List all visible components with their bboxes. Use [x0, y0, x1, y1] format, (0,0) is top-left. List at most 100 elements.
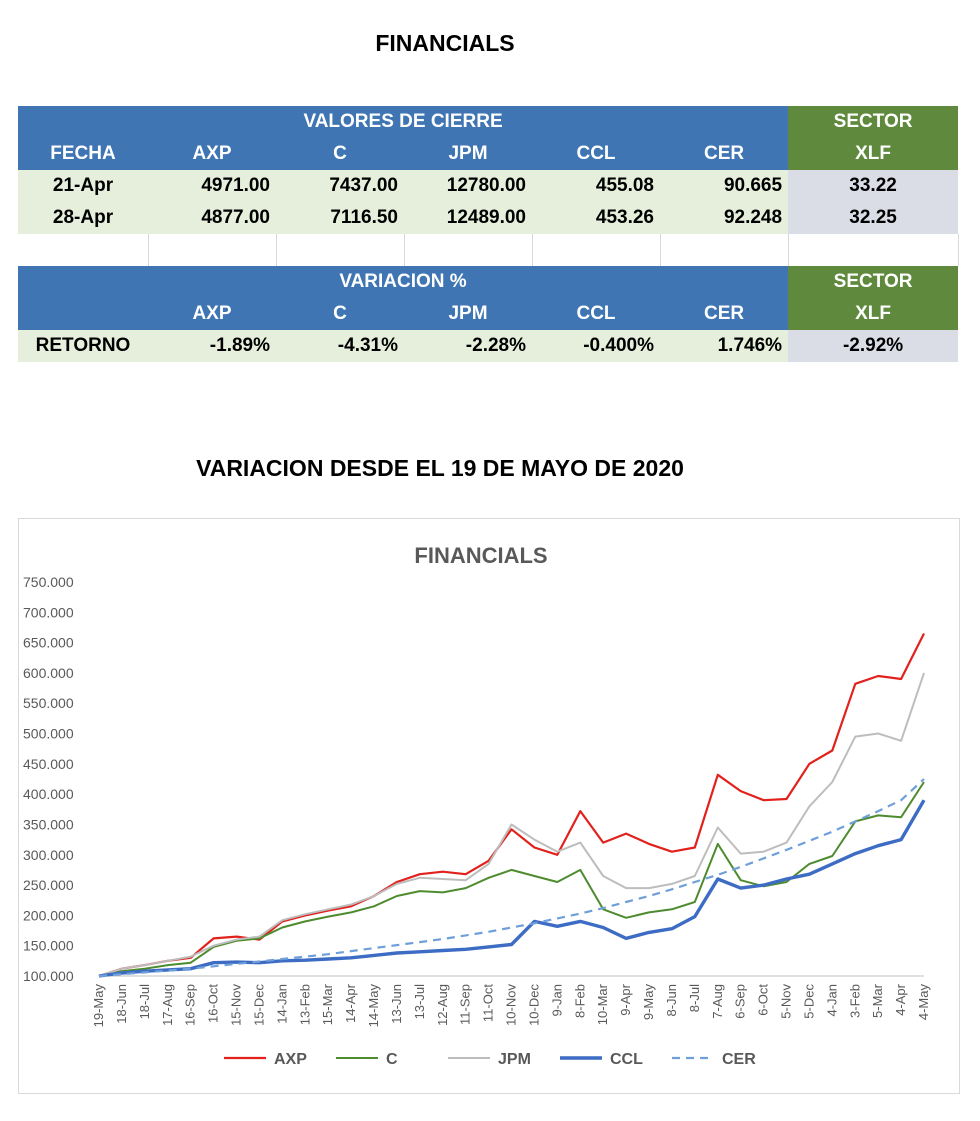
sector-header: SECTOR: [788, 106, 959, 138]
y-tick-label: 700.000: [23, 604, 74, 620]
x-tick-label: 10-Mar: [595, 983, 610, 1025]
x-tick-label: 5-Mar: [870, 983, 885, 1018]
y-tick-label: 200.000: [23, 907, 74, 923]
x-tick-label: 12-Aug: [435, 984, 450, 1026]
y-tick-label: 400.000: [23, 786, 74, 802]
x-tick-label: 11-Oct: [481, 984, 496, 1022]
table-cell: 1.746%: [660, 330, 789, 362]
table-cell: -4.31%: [276, 330, 404, 362]
table-cell: 7437.00: [276, 170, 404, 202]
x-tick-label: 16-Oct: [206, 984, 221, 1023]
table-header-row: AXP C JPM CCL CER XLF: [18, 298, 959, 330]
x-tick-label: 14-Apr: [343, 983, 358, 1023]
table-cell: 28-Apr: [18, 202, 148, 234]
series-line-jpm: [98, 672, 925, 977]
x-tick-label: 11-Sep: [458, 984, 473, 1025]
x-tick-label: 19-May: [91, 984, 106, 1028]
x-tick-label: 4-May: [916, 984, 931, 1021]
table-header-row: FECHA AXP C JPM CCL CER XLF: [18, 138, 959, 170]
sector-header: SECTOR: [788, 266, 959, 298]
table-cell: 32.25: [788, 202, 959, 234]
legend-label: CCL: [610, 1051, 643, 1068]
closing-values-header: VALORES DE CIERRE: [18, 106, 789, 138]
x-tick-label: 6-Sep: [733, 984, 748, 1019]
y-tick-label: 250.000: [23, 877, 74, 893]
x-tick-label: 7-Aug: [710, 984, 725, 1019]
table-cell: 12780.00: [404, 170, 532, 202]
x-tick-label: 16-Sep: [183, 984, 198, 1026]
x-tick-label: 8-Jul: [687, 984, 702, 1012]
y-tick-label: 300.000: [23, 847, 74, 863]
x-tick-label: 14-Jan: [274, 984, 289, 1024]
col-header: C: [276, 138, 404, 170]
x-tick-label: 3-Feb: [847, 984, 862, 1018]
y-tick-label: 600.000: [23, 665, 74, 681]
table-cell: 92.248: [660, 202, 789, 234]
y-tick-label: 450.000: [23, 756, 74, 772]
x-tick-label: 13-Jul: [412, 984, 427, 1020]
col-header: CER: [660, 298, 789, 330]
table-cell: 453.26: [532, 202, 660, 234]
table-cell: 7116.50: [276, 202, 404, 234]
table-cell: 455.08: [532, 170, 660, 202]
x-tick-label: 18-Jun: [114, 984, 129, 1024]
table-cell: 21-Apr: [18, 170, 148, 202]
x-tick-label: 15-Dec: [251, 984, 266, 1026]
legend: AXP C JPM CCL CER: [224, 1051, 756, 1068]
col-header: AXP: [148, 138, 276, 170]
x-tick-label: 4-Jan: [824, 984, 839, 1017]
y-tick-label: 750.000: [23, 574, 74, 590]
col-header: C: [276, 298, 404, 330]
x-tick-label: 9-Jan: [549, 984, 564, 1017]
x-tick-label: 9-Apr: [618, 983, 633, 1015]
x-axis: 19-May 18-Jun 18-Jul 17-Aug 16-Sep 16-Oct 15-N…: [91, 975, 931, 1028]
chart-title: FINANCIALS: [414, 543, 547, 568]
col-header: CER: [660, 138, 789, 170]
legend-label: C: [386, 1051, 398, 1068]
spacer-row: [18, 234, 959, 266]
table-row: RETORNO -1.89% -4.31% -2.28% -0.400% 1.7…: [18, 330, 959, 362]
x-tick-label: 14-May: [366, 984, 381, 1028]
table-row: 28-Apr 4877.00 7116.50 12489.00 453.26 9…: [18, 202, 959, 234]
line-chart: FINANCIALS 100.000 150.000 200.000 250.000 3…: [23, 543, 931, 1068]
col-header: JPM: [404, 298, 532, 330]
col-header: FECHA: [18, 138, 148, 170]
col-header: [18, 298, 148, 330]
table-cell: 90.665: [660, 170, 789, 202]
col-header: XLF: [788, 298, 959, 330]
y-tick-label: 500.000: [23, 726, 74, 742]
col-header: XLF: [788, 138, 959, 170]
table-cell: -2.28%: [404, 330, 532, 362]
series-lines: [98, 633, 926, 978]
table-cell: -0.400%: [532, 330, 660, 362]
y-tick-label: 150.000: [23, 938, 74, 954]
x-tick-label: 6-Oct: [756, 984, 771, 1016]
x-tick-label: 13-Jun: [389, 984, 404, 1024]
col-header: CCL: [532, 298, 660, 330]
table-cell: 12489.00: [404, 202, 532, 234]
y-tick-label: 550.000: [23, 695, 74, 711]
series-line-cer: [98, 778, 925, 978]
series-line-c: [98, 781, 925, 977]
x-tick-label: 5-Dec: [801, 984, 816, 1019]
y-tick-label: 100.000: [23, 968, 74, 984]
x-tick-label: 18-Jul: [137, 984, 152, 1020]
x-tick-label: 9-May: [641, 984, 656, 1021]
col-header: JPM: [404, 138, 532, 170]
x-tick-label: 8-Jun: [664, 984, 679, 1017]
legend-label: CER: [722, 1051, 756, 1068]
col-header: CCL: [532, 138, 660, 170]
table-cell: 4877.00: [148, 202, 276, 234]
x-tick-label: 10-Dec: [526, 984, 541, 1026]
x-tick-label: 10-Nov: [504, 984, 519, 1026]
table-cell: -1.89%: [148, 330, 276, 362]
x-tick-label: 13-Feb: [297, 984, 312, 1025]
x-tick-label: 8-Feb: [572, 984, 587, 1018]
y-tick-label: 650.000: [23, 635, 74, 651]
legend-label: JPM: [498, 1051, 531, 1068]
x-tick-label: 15-Nov: [229, 984, 244, 1026]
col-header: AXP: [148, 298, 276, 330]
y-axis: 100.000 150.000 200.000 250.000 300.000 350.0…: [23, 574, 74, 984]
series-line-ccl: [98, 799, 926, 978]
x-tick-label: 15-Mar: [320, 983, 335, 1025]
